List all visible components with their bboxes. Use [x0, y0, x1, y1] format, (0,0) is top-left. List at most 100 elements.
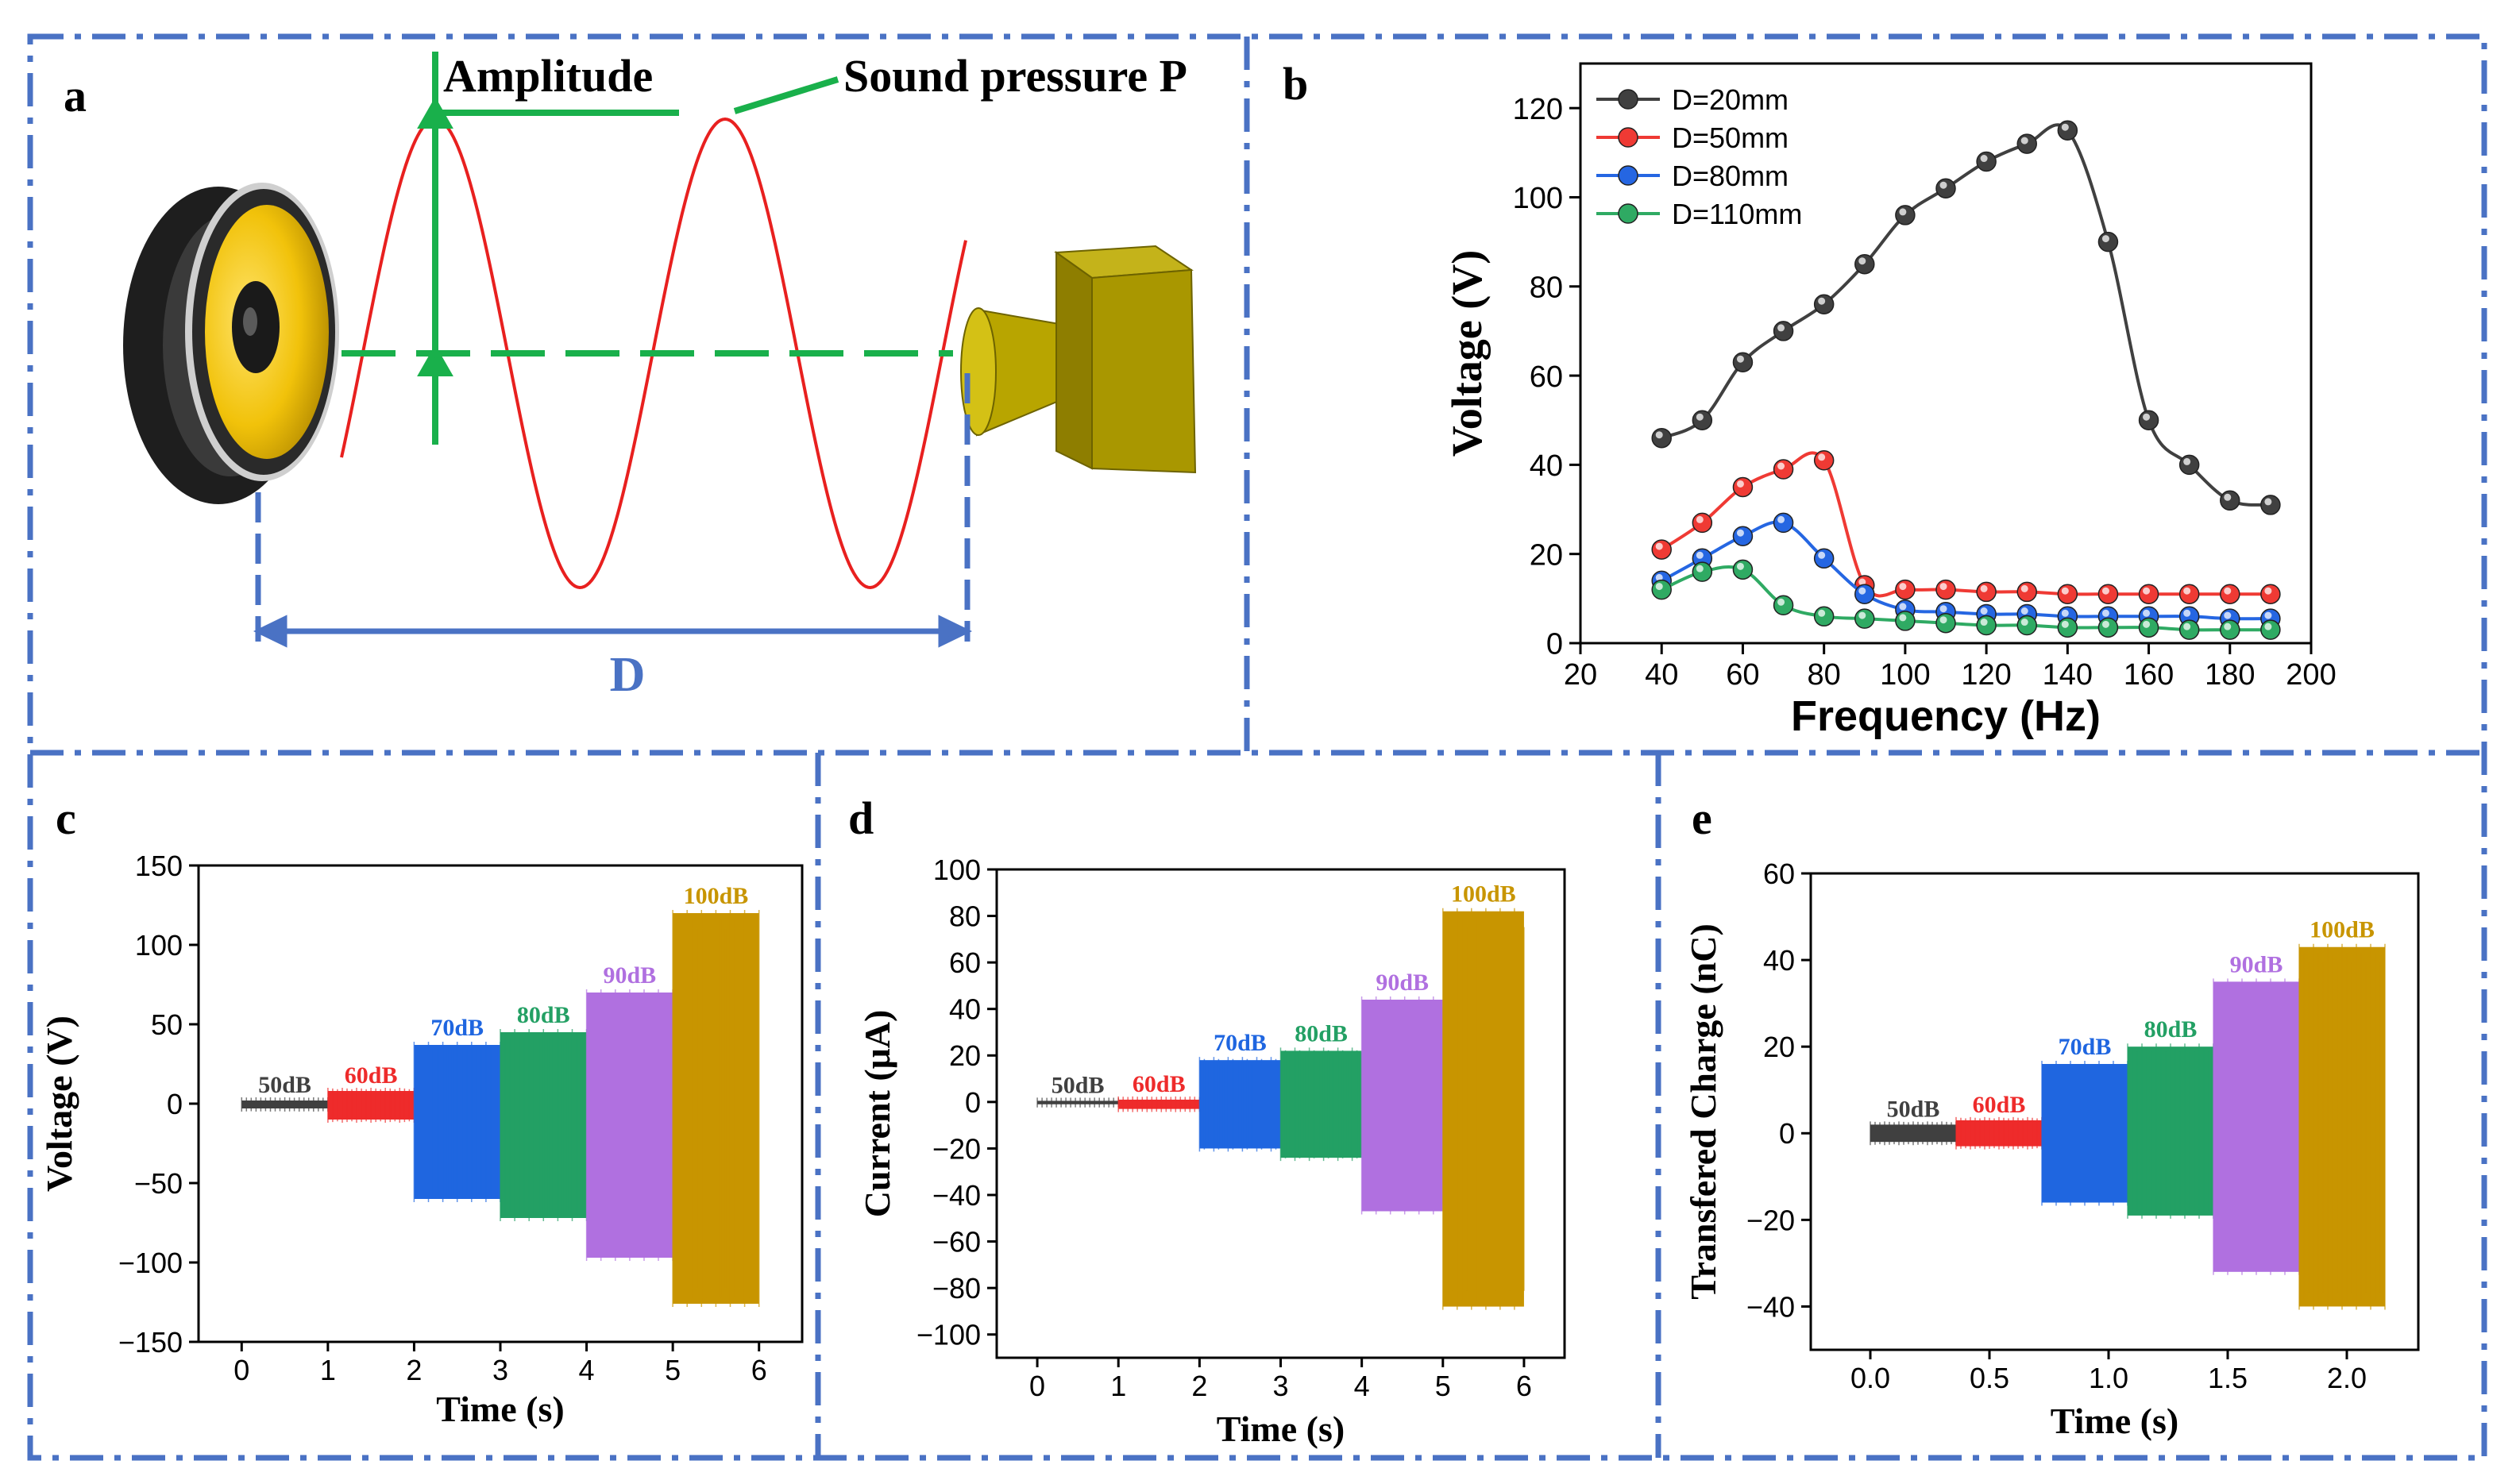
data-point	[1692, 512, 1713, 534]
data-point	[1976, 151, 1997, 172]
data-point-highlight	[1980, 155, 1988, 163]
legend-label: D=20mm	[1672, 83, 1789, 116]
data-point	[1854, 608, 1875, 629]
band-label: 70dB	[430, 1015, 484, 1041]
y-tick-label: 120	[1513, 93, 1563, 126]
y-tick-label: −60	[932, 1226, 981, 1259]
data-point-highlight	[1858, 578, 1866, 586]
y-tick-label: 40	[1763, 944, 1795, 977]
data-point	[2016, 615, 2037, 636]
data-point-highlight	[2020, 607, 2028, 615]
x-tick-label: 6	[751, 1354, 767, 1386]
legend-marker	[1618, 89, 1638, 110]
plot-border	[1809, 872, 2420, 1351]
x-tick-label: 3	[1272, 1370, 1288, 1402]
signal-oscillation	[1870, 1121, 1957, 1146]
x-axis-label: Time (s)	[1217, 1409, 1345, 1449]
y-tick-label: −80	[932, 1272, 981, 1305]
x-tick-label: 1.0	[2089, 1362, 2128, 1394]
series-D=110mm	[1651, 559, 2281, 640]
data-point	[2178, 454, 2200, 476]
band-90dB: 90dB	[1360, 969, 1444, 1215]
y-tick-label: 100	[135, 929, 183, 962]
data-point-highlight	[1655, 573, 1663, 581]
data-point-highlight	[1777, 324, 1785, 332]
data-point	[1773, 595, 1794, 616]
data-point	[1773, 459, 1794, 480]
distance-dimension	[253, 373, 973, 648]
data-point	[1935, 178, 1956, 199]
data-point-highlight	[1696, 515, 1704, 523]
data-point-highlight	[1736, 480, 1744, 488]
data-point	[1732, 352, 1754, 372]
data-point-highlight	[1980, 619, 1988, 626]
signal-oscillation	[2213, 978, 2300, 1275]
y-tick-label: 20	[1763, 1031, 1795, 1063]
data-point-highlight	[2143, 413, 2151, 421]
y-axis-label: Transfered Charge (nC)	[1683, 923, 1723, 1300]
band-label: 50dB	[1887, 1096, 1940, 1122]
signal-envelope	[1118, 1099, 1200, 1109]
data-point-highlight	[1655, 431, 1663, 439]
band-70dB: 70dB	[1198, 1030, 1282, 1152]
data-point-highlight	[2224, 611, 2232, 619]
legend-label: D=110mm	[1672, 198, 1802, 230]
x-tick-label: 4	[1354, 1370, 1370, 1402]
panel-letter-e: e	[1692, 792, 1712, 844]
band-label: 50dB	[258, 1072, 311, 1098]
y-tick-label: −40	[932, 1179, 981, 1212]
band-label: 90dB	[604, 962, 657, 989]
data-point-highlight	[2224, 587, 2232, 595]
data-point	[1813, 450, 1835, 471]
band-90dB: 90dB	[2213, 951, 2300, 1275]
y-tick-label: 60	[1763, 858, 1795, 890]
data-point-highlight	[1858, 611, 1866, 619]
chart-e-charge-vs-time: 0.0 0.5 1.0 1.5 2.0 −40 −20 0 20 40 60 Time (s) Tran…	[1683, 858, 2420, 1441]
panel-letter-c: c	[56, 792, 76, 844]
data-point-highlight	[1818, 297, 1826, 305]
x-axis-label: Time (s)	[2051, 1401, 2178, 1441]
panel-letter-b: b	[1283, 58, 1308, 110]
band-label: 100dB	[684, 883, 749, 909]
x-tick-label: 2	[406, 1354, 422, 1386]
band-label: 80dB	[1295, 1020, 1348, 1047]
series-line	[1661, 520, 2271, 621]
data-point-highlight	[1980, 584, 1988, 592]
band-60dB: 60dB	[327, 1062, 415, 1123]
data-point-highlight	[2143, 587, 2151, 595]
signal-envelope	[1361, 1000, 1443, 1212]
data-point-highlight	[1939, 583, 1947, 591]
data-point-highlight	[1655, 542, 1663, 550]
data-point	[2220, 619, 2240, 640]
data-point-highlight	[1939, 181, 1947, 189]
distance-label: D	[610, 648, 646, 702]
series-D=80mm	[1651, 512, 2281, 629]
y-tick-label: 100	[1513, 182, 1563, 215]
data-point	[1773, 512, 1794, 534]
data-point	[2220, 584, 2240, 604]
data-point-highlight	[2183, 587, 2191, 595]
band-100dB: 100dB	[672, 883, 760, 1307]
data-point	[2178, 584, 2200, 604]
x-tick-label: 0.5	[1970, 1362, 2009, 1394]
data-point	[2260, 619, 2281, 640]
data-point-highlight	[1696, 551, 1704, 559]
data-point-highlight	[2183, 623, 2191, 630]
data-point-highlight	[2101, 235, 2109, 243]
y-tick-label: 0	[1546, 628, 1563, 661]
y-tick-label: 80	[949, 900, 981, 933]
data-point	[1813, 294, 1835, 314]
x-tick-label: 100	[1880, 658, 1930, 692]
data-point-highlight	[1818, 453, 1826, 461]
signal-oscillation	[2041, 1061, 2128, 1206]
signal-oscillation	[1198, 1057, 1282, 1152]
data-point-highlight	[2061, 609, 2069, 617]
data-point-highlight	[1818, 551, 1826, 559]
data-point-highlight	[2183, 609, 2191, 617]
y-axis-label: Voltage (V)	[39, 1016, 79, 1192]
signal-oscillation	[1360, 996, 1444, 1215]
band-label: 80dB	[2144, 1016, 2198, 1043]
legend-marker	[1618, 203, 1638, 224]
data-point-highlight	[1899, 603, 1907, 611]
